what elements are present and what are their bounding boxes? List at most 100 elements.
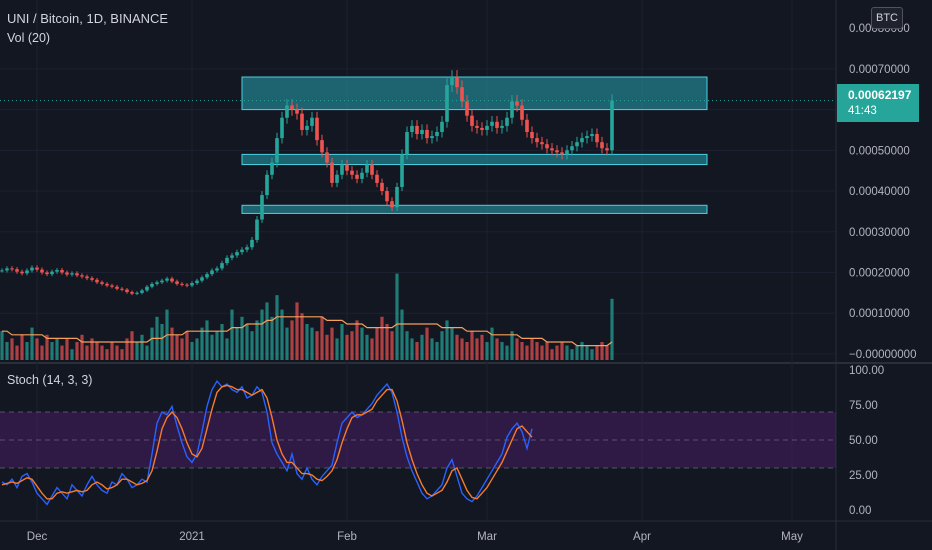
- stoch-legend[interactable]: Stoch (14, 3, 3): [7, 373, 93, 387]
- volume-bar: [310, 327, 314, 360]
- volume-bar: [50, 342, 54, 360]
- candle-body: [235, 252, 239, 256]
- candle-body: [495, 121, 499, 128]
- volume-bar: [425, 327, 429, 360]
- volume-bar: [485, 342, 489, 360]
- candle-body: [120, 288, 124, 290]
- candle-body: [460, 87, 464, 102]
- candle-body: [30, 267, 34, 271]
- candle-body: [315, 117, 319, 141]
- volume-bar: [40, 345, 44, 360]
- volume-bar: [245, 324, 249, 360]
- volume-bar: [295, 302, 299, 360]
- candle-body: [115, 286, 119, 289]
- volume-bar: [120, 349, 124, 360]
- candle-body: [400, 154, 404, 187]
- volume-bar: [570, 349, 574, 360]
- candle-body: [520, 105, 524, 120]
- candle-body: [0, 270, 4, 272]
- candle-body: [390, 201, 394, 208]
- candle-body: [260, 195, 264, 220]
- stoch-d-line: [1, 384, 533, 500]
- stoch-axis-tick-label: 0.00: [849, 505, 871, 517]
- volume-bar: [180, 338, 184, 360]
- symbol-title[interactable]: UNI / Bitcoin, 1D, BINANCE: [7, 11, 169, 26]
- volume-bar: [225, 338, 229, 360]
- volume-bar: [335, 338, 339, 360]
- candle-body: [580, 138, 584, 143]
- candle-body: [5, 268, 9, 271]
- volume-bar: [430, 338, 434, 360]
- candle-body: [70, 273, 74, 275]
- currency-button[interactable]: BTC: [871, 7, 903, 29]
- volume-bar: [465, 342, 469, 360]
- candle-body: [485, 125, 489, 130]
- volume-bar: [265, 302, 269, 360]
- candle-body: [290, 105, 294, 110]
- candle-body: [405, 131, 409, 155]
- candle-body: [440, 121, 444, 132]
- volume-bar: [305, 324, 309, 360]
- volume-bar: [20, 334, 24, 360]
- candle-body: [80, 275, 84, 277]
- volume-bar: [30, 327, 34, 360]
- volume-bar: [345, 334, 349, 360]
- volume-bar: [565, 345, 569, 360]
- candle-body: [55, 270, 59, 272]
- candle-body: [125, 289, 129, 293]
- candle-body: [360, 172, 364, 179]
- candle-body: [225, 257, 229, 264]
- stoch-axis-tick-label: 75.00: [849, 400, 878, 412]
- candle-body: [345, 164, 349, 171]
- candle-body: [605, 148, 609, 151]
- volume-bar: [440, 331, 444, 360]
- candle-body: [320, 140, 324, 153]
- volume-bar: [520, 342, 524, 360]
- support-resistance-zone: [241, 204, 708, 214]
- volume-bar: [255, 320, 259, 360]
- candle-body: [210, 270, 214, 275]
- price-axis-tick-label: 0.00050000: [849, 145, 910, 157]
- volume-bar: [285, 327, 289, 360]
- volume-bar: [320, 316, 324, 360]
- candle-body: [65, 272, 69, 275]
- candle-body: [270, 162, 274, 175]
- volume-bar: [150, 327, 154, 360]
- time-axis-tick-label: Mar: [477, 531, 497, 543]
- candle-body: [470, 115, 474, 126]
- candle-body: [155, 282, 159, 284]
- volume-bar: [355, 320, 359, 360]
- volume-bar: [515, 338, 519, 360]
- volume-bar: [580, 342, 584, 360]
- price-axis-tick-label: 0.00040000: [849, 186, 910, 198]
- volume-legend[interactable]: Vol (20): [7, 31, 51, 45]
- candle-body: [175, 281, 179, 284]
- volume-bar: [480, 334, 484, 360]
- volume-bar: [270, 316, 274, 360]
- candle-body: [60, 270, 64, 273]
- candle-body: [545, 144, 549, 149]
- volume-bar: [555, 345, 559, 360]
- volume-bar: [595, 345, 599, 360]
- volume-bar: [380, 316, 384, 360]
- time-axis-tick-label: Dec: [27, 531, 48, 543]
- price-axis-tick-label: 0.00030000: [849, 227, 910, 239]
- volume-bar: [420, 334, 424, 360]
- candle-body: [435, 131, 439, 137]
- volume-bar: [325, 334, 329, 360]
- volume-bar: [25, 342, 29, 360]
- candle-body: [250, 239, 254, 248]
- candle-body: [135, 292, 139, 294]
- candle-body: [220, 263, 224, 269]
- candle-body: [195, 280, 199, 284]
- volume-bar: [370, 338, 374, 360]
- volume-bar: [535, 342, 539, 360]
- volume-bar: [350, 331, 354, 360]
- volume-bar: [365, 334, 369, 360]
- candle-body: [240, 249, 244, 253]
- volume-bar: [220, 324, 224, 360]
- volume-bar: [445, 320, 449, 360]
- candle-body: [180, 283, 184, 285]
- volume-bar: [5, 342, 9, 360]
